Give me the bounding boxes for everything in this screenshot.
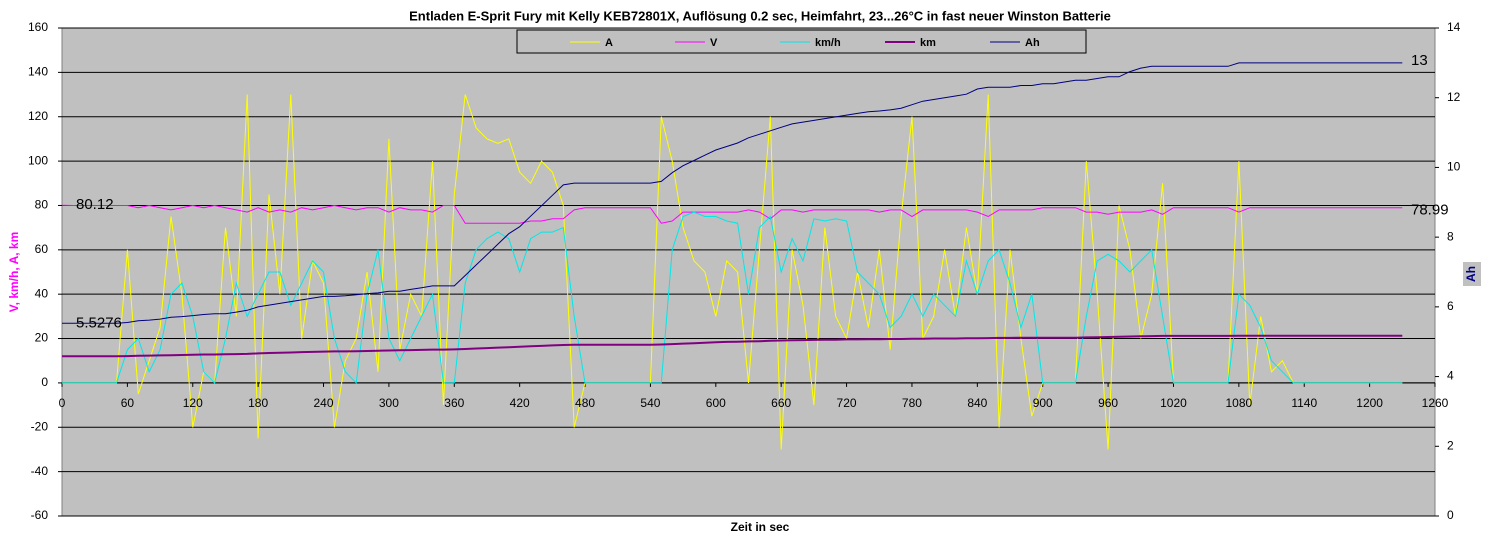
x-tick-label: 180 — [248, 396, 268, 410]
y2-tick-label: 10 — [1447, 160, 1461, 174]
plot-area — [61, 27, 1436, 517]
y2-axis-label: Ah — [1464, 266, 1478, 282]
x-tick-label: 300 — [379, 396, 399, 410]
y-tick-label: -20 — [31, 419, 49, 433]
y2-tick-label: 0 — [1447, 508, 1454, 522]
y2-tick-label: 4 — [1447, 369, 1454, 383]
annotation: 5.5276 — [76, 314, 122, 331]
series-line — [62, 211, 1403, 384]
x-tick-label: 1140 — [1291, 396, 1317, 410]
x-tick-label: 420 — [510, 396, 530, 410]
x-axis-label: Zeit in sec — [731, 520, 790, 534]
x-tick-label: 120 — [183, 396, 203, 410]
x-tick-label: 780 — [902, 396, 922, 410]
y-axis-label: V, km/h, A, km — [7, 232, 21, 312]
y-tick-label: 140 — [28, 65, 48, 79]
y-tick-label: 40 — [35, 286, 49, 300]
y2-tick-label: 14 — [1447, 20, 1461, 34]
x-tick-label: 900 — [1033, 396, 1053, 410]
y-tick-label: 160 — [28, 20, 48, 34]
x-tick-label: 1200 — [1356, 396, 1383, 410]
x-tick-label: 360 — [444, 396, 464, 410]
annotation: 78.99 — [1411, 202, 1449, 219]
x-tick-label: 60 — [121, 396, 135, 410]
chart-title: Entladen E-Sprit Fury mit Kelly KEB72801… — [409, 8, 1111, 23]
y-tick-label: 80 — [35, 198, 49, 212]
y2-tick-label: 6 — [1447, 299, 1454, 313]
legend-label: km/h — [815, 37, 841, 49]
y2-label-box — [1463, 262, 1481, 286]
y-tick-label: 100 — [28, 153, 48, 167]
legend-label: V — [710, 37, 718, 49]
annotation: 13 — [1411, 52, 1428, 69]
y-tick-label: -40 — [31, 464, 49, 478]
y2-tick-label: 12 — [1447, 90, 1461, 104]
series-line — [61, 204, 1403, 224]
x-tick-label: 600 — [706, 396, 726, 410]
x-tick-label: 1260 — [1422, 396, 1449, 410]
x-tick-label: 540 — [640, 396, 660, 410]
x-tick-label: 240 — [314, 396, 334, 410]
x-tick-label: 720 — [837, 396, 857, 410]
series-line — [61, 62, 1403, 324]
annotation: 80.12 — [76, 196, 114, 213]
legend-label: km — [920, 37, 936, 49]
x-tick-label: 1080 — [1226, 396, 1253, 410]
legend-label: Ah — [1025, 37, 1040, 49]
x-tick-label: 1020 — [1160, 396, 1187, 410]
y2-tick-label: 2 — [1447, 438, 1454, 452]
series-line — [62, 334, 1403, 358]
y-tick-label: -60 — [31, 508, 49, 522]
x-tick-label: 840 — [967, 396, 987, 410]
x-tick-label: 960 — [1098, 396, 1118, 410]
y-tick-label: 60 — [35, 242, 49, 256]
x-tick-label: 480 — [575, 396, 595, 410]
x-tick-label: 660 — [771, 396, 791, 410]
y-tick-label: 20 — [35, 331, 49, 345]
y-tick-label: 120 — [28, 109, 48, 123]
legend-label: A — [605, 37, 613, 49]
y2-tick-label: 8 — [1447, 229, 1454, 243]
y-tick-label: 0 — [41, 375, 48, 389]
x-tick-label: 0 — [59, 396, 66, 410]
